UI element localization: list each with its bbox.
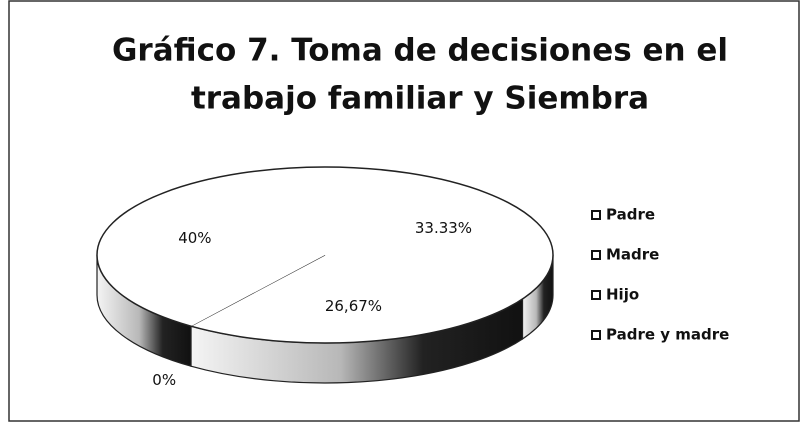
legend-swatch (591, 330, 601, 340)
legend-label: Padre y madre (606, 326, 729, 344)
legend-label: Hijo (606, 286, 639, 304)
data-label: 33.33% (415, 219, 472, 237)
legend-swatch (591, 250, 601, 260)
legend-swatch (591, 290, 601, 300)
legend-label: Madre (606, 246, 659, 264)
data-label: 0% (152, 371, 176, 389)
chart-title: trabajo familiar y Siembra (191, 81, 649, 117)
legend-label: Padre (606, 206, 655, 224)
chart-title: Gráfico 7. Toma de decisiones en el (112, 33, 728, 69)
pie-slice (97, 167, 325, 327)
data-label: 26,67% (325, 297, 382, 315)
pie-outline (96, 166, 554, 344)
pie-slice (190, 255, 523, 343)
data-label: 40% (178, 229, 211, 247)
pie-slice (325, 167, 553, 299)
legend-swatch (591, 210, 601, 220)
